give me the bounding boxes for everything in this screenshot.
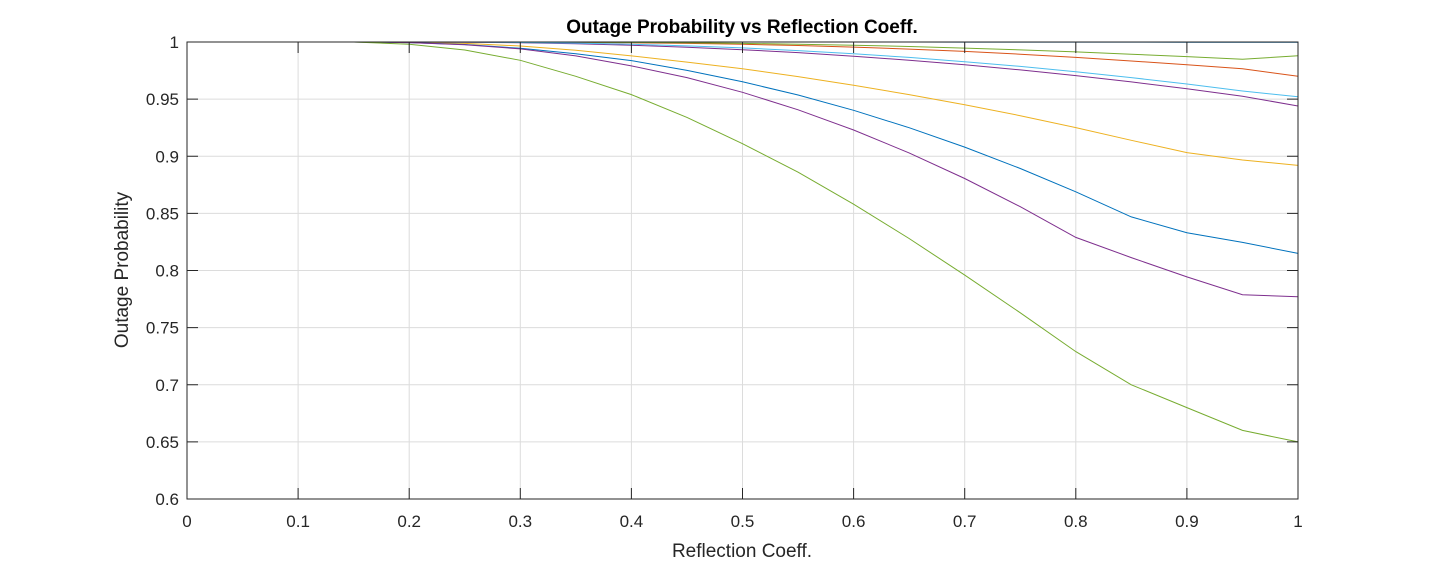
y-tick-label: 0.95 — [146, 90, 179, 109]
y-tick-label: 0.65 — [146, 433, 179, 452]
x-tick-label: 0.2 — [397, 512, 421, 531]
tick-marks — [186, 41, 1299, 500]
x-tick-label: 1 — [1293, 512, 1302, 531]
x-tick-label: 0.1 — [286, 512, 310, 531]
x-tick-label: 0.9 — [1175, 512, 1199, 531]
series-line-9 — [242, 41, 1299, 443]
y-tick-label: 1 — [170, 33, 179, 52]
y-tick-label: 0.7 — [155, 376, 179, 395]
x-tick-label: 0 — [182, 512, 191, 531]
x-tick-label: 0.5 — [731, 512, 755, 531]
x-tick-labels: 0 0.1 0.2 0.3 0.4 0.5 0.6 0.7 0.8 0.9 1 — [182, 512, 1302, 531]
series-line-8 — [242, 41, 1299, 298]
y-tick-label: 0.6 — [155, 490, 179, 509]
y-tick-label: 0.9 — [155, 147, 179, 166]
grid-lines — [187, 42, 1298, 499]
x-tick-label: 0.3 — [508, 512, 532, 531]
x-tick-label: 0.8 — [1064, 512, 1088, 531]
y-axis-label: Outage Probability — [112, 191, 133, 348]
y-tick-labels: 0.6 0.65 0.7 0.75 0.8 0.85 0.9 0.95 1 — [146, 33, 179, 509]
y-tick-label: 0.85 — [146, 204, 179, 223]
x-tick-label: 0.4 — [620, 512, 644, 531]
x-tick-label: 0.6 — [842, 512, 866, 531]
y-tick-label: 0.75 — [146, 319, 179, 338]
x-axis-label: Reflection Coeff. — [672, 541, 812, 562]
y-tick-label: 0.8 — [155, 262, 179, 281]
chart-title: Outage Probability vs Reflection Coeff. — [566, 17, 918, 38]
x-tick-label: 0.7 — [953, 512, 977, 531]
